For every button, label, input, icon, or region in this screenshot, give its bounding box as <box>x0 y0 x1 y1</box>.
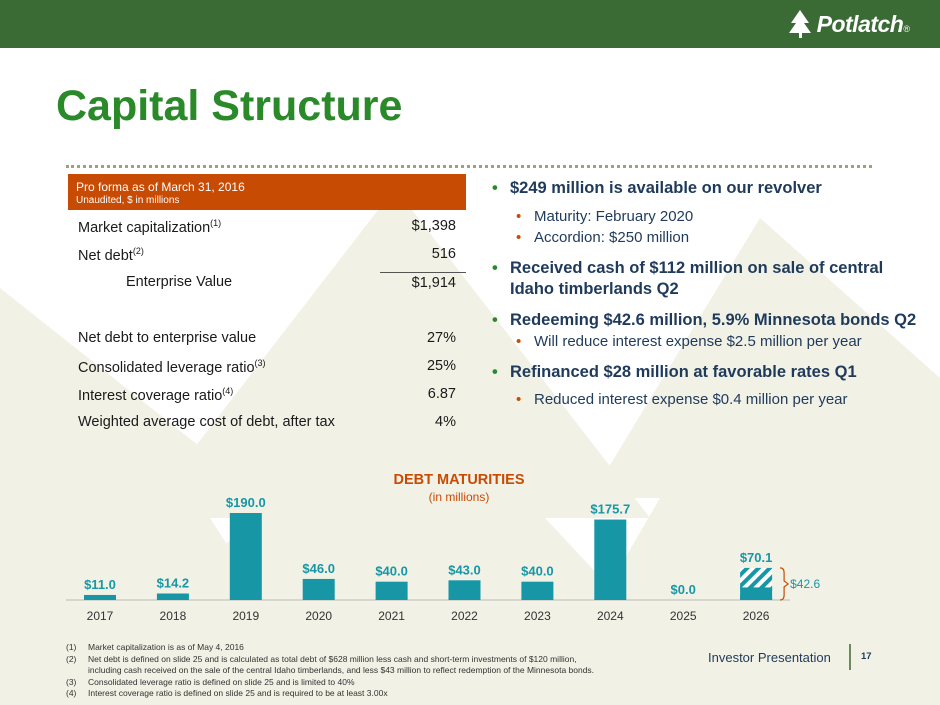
bar <box>521 581 554 600</box>
footnote: (3) Consolidated leverage ratio is define… <box>66 676 355 687</box>
table-row: Consolidated leverage ratio(3) 25% <box>68 350 466 378</box>
bar-value-label: $40.0 <box>521 564 554 579</box>
bar <box>229 513 262 600</box>
bar-value-label: $43.0 <box>448 562 481 577</box>
x-tick-label: 2018 <box>160 609 187 623</box>
row-label: Weighted average cost of debt, after tax <box>78 414 335 430</box>
row-label: Market capitalization(1) <box>78 218 222 236</box>
bar-value-label: $11.0 <box>84 577 116 592</box>
bar-value-label: $0.0 <box>671 582 696 597</box>
row-value: $1,398 <box>411 218 456 234</box>
x-tick-label: 2019 <box>232 609 259 623</box>
x-tick-label: 2017 <box>87 609 114 623</box>
potlatch-logo: Potlatch ® <box>787 8 910 40</box>
logo-registered-mark: ® <box>903 24 910 34</box>
bullet-item: Received cash of $112 million on sale of… <box>488 258 928 300</box>
footnote: (4) Interest coverage ratio is defined on… <box>66 688 388 698</box>
bar-solid-portion <box>740 587 773 600</box>
bar-value-label: $46.0 <box>302 561 335 576</box>
bar <box>156 593 189 600</box>
row-label: Net debt to enterprise value <box>78 330 257 346</box>
bar <box>375 581 408 600</box>
dotted-divider <box>66 165 872 168</box>
row-value: 27% <box>426 330 456 346</box>
key-points-list: $249 million is available on our revolve… <box>488 178 928 410</box>
bar <box>594 519 627 600</box>
footer-label: Investor Presentation <box>708 650 831 665</box>
table-row: Market capitalization(1) $1,398 <box>68 210 466 238</box>
tree-logo-icon <box>788 10 811 38</box>
table-heading: Pro forma as of March 31, 2016 <box>76 180 245 194</box>
table-row: Weighted average cost of debt, after tax… <box>68 406 466 434</box>
annotation-label: $42.6 <box>790 577 820 591</box>
footnotes: (1) Market capitalization is as of May 4,… <box>66 642 594 700</box>
top-banner: Potlatch ® <box>0 0 940 48</box>
chart-title: DEBT MATURITIES <box>393 472 525 488</box>
annotation-brace <box>780 567 790 601</box>
bar <box>84 594 116 600</box>
bar-value-label: $14.2 <box>157 575 190 590</box>
bar <box>448 580 481 600</box>
x-tick-label: 2020 <box>305 609 332 623</box>
table-row: Net debt to enterprise value 27% <box>68 322 466 350</box>
table-row: Interest coverage ratio(4) 6.87 <box>68 378 466 406</box>
page-title: Capital Structure <box>56 82 403 130</box>
row-value: $1,914 <box>380 272 466 291</box>
table-subheading: Unaudited, $ in millions <box>76 195 180 206</box>
footnote-continuation: including cash received on the sale of t… <box>88 665 595 675</box>
row-value: 516 <box>431 246 456 262</box>
bar <box>302 578 335 600</box>
sub-bullet-item: Reduced interest expense $0.4 million pe… <box>488 389 928 410</box>
sub-bullet-item: Accordion: $250 million <box>488 227 928 248</box>
x-tick-label: 2024 <box>597 609 624 623</box>
row-label: Consolidated leverage ratio(3) <box>78 358 266 376</box>
bar-value-label: $175.7 <box>590 502 630 517</box>
bullet-item: $249 million is available on our revolve… <box>488 178 928 199</box>
x-tick-label: 2023 <box>524 609 551 623</box>
x-tick-label: 2025 <box>670 609 697 623</box>
page-number: 17 <box>861 651 872 662</box>
row-value: 4% <box>435 414 456 430</box>
x-tick-label: 2026 <box>743 609 770 623</box>
bar-value-label: $190.0 <box>226 495 266 510</box>
row-value: 6.87 <box>427 386 456 402</box>
row-label: Net debt(2) <box>78 246 144 264</box>
footnote: (2) Net debt is defined on slide 25 and i… <box>66 653 577 664</box>
row-value: 25% <box>426 358 456 374</box>
logo-text: Potlatch <box>816 10 904 37</box>
footer-divider <box>849 644 851 670</box>
table-row-enterprise-value: Enterprise Value $1,914 <box>68 266 466 294</box>
row-label: Enterprise Value <box>126 274 233 290</box>
x-tick-label: 2021 <box>378 609 405 623</box>
bar-value-label: $40.0 <box>375 564 408 579</box>
sub-bullet-item: Maturity: February 2020 <box>488 206 928 227</box>
footnote: (1) Market capitalization is as of May 4,… <box>66 642 244 652</box>
x-tick-label: 2022 <box>451 609 478 623</box>
bullet-item: Redeeming $42.6 million, 5.9% Minnesota … <box>488 310 928 331</box>
sub-bullet-item: Will reduce interest expense $2.5 millio… <box>488 331 928 352</box>
chart-subtitle: (in millions) <box>428 490 490 504</box>
capitalization-table: Pro forma as of March 31, 2016 Unaudited… <box>68 174 466 434</box>
chart-heading: DEBT MATURITIES (in millions) <box>360 472 558 504</box>
table-header: Pro forma as of March 31, 2016 Unaudited… <box>68 174 466 210</box>
bullet-item: Refinanced $28 million at favorable rate… <box>488 362 928 383</box>
table-row: Net debt(2) 516 <box>68 238 466 266</box>
bar-value-label: $70.1 <box>740 550 773 565</box>
row-label: Interest coverage ratio(4) <box>78 386 234 404</box>
